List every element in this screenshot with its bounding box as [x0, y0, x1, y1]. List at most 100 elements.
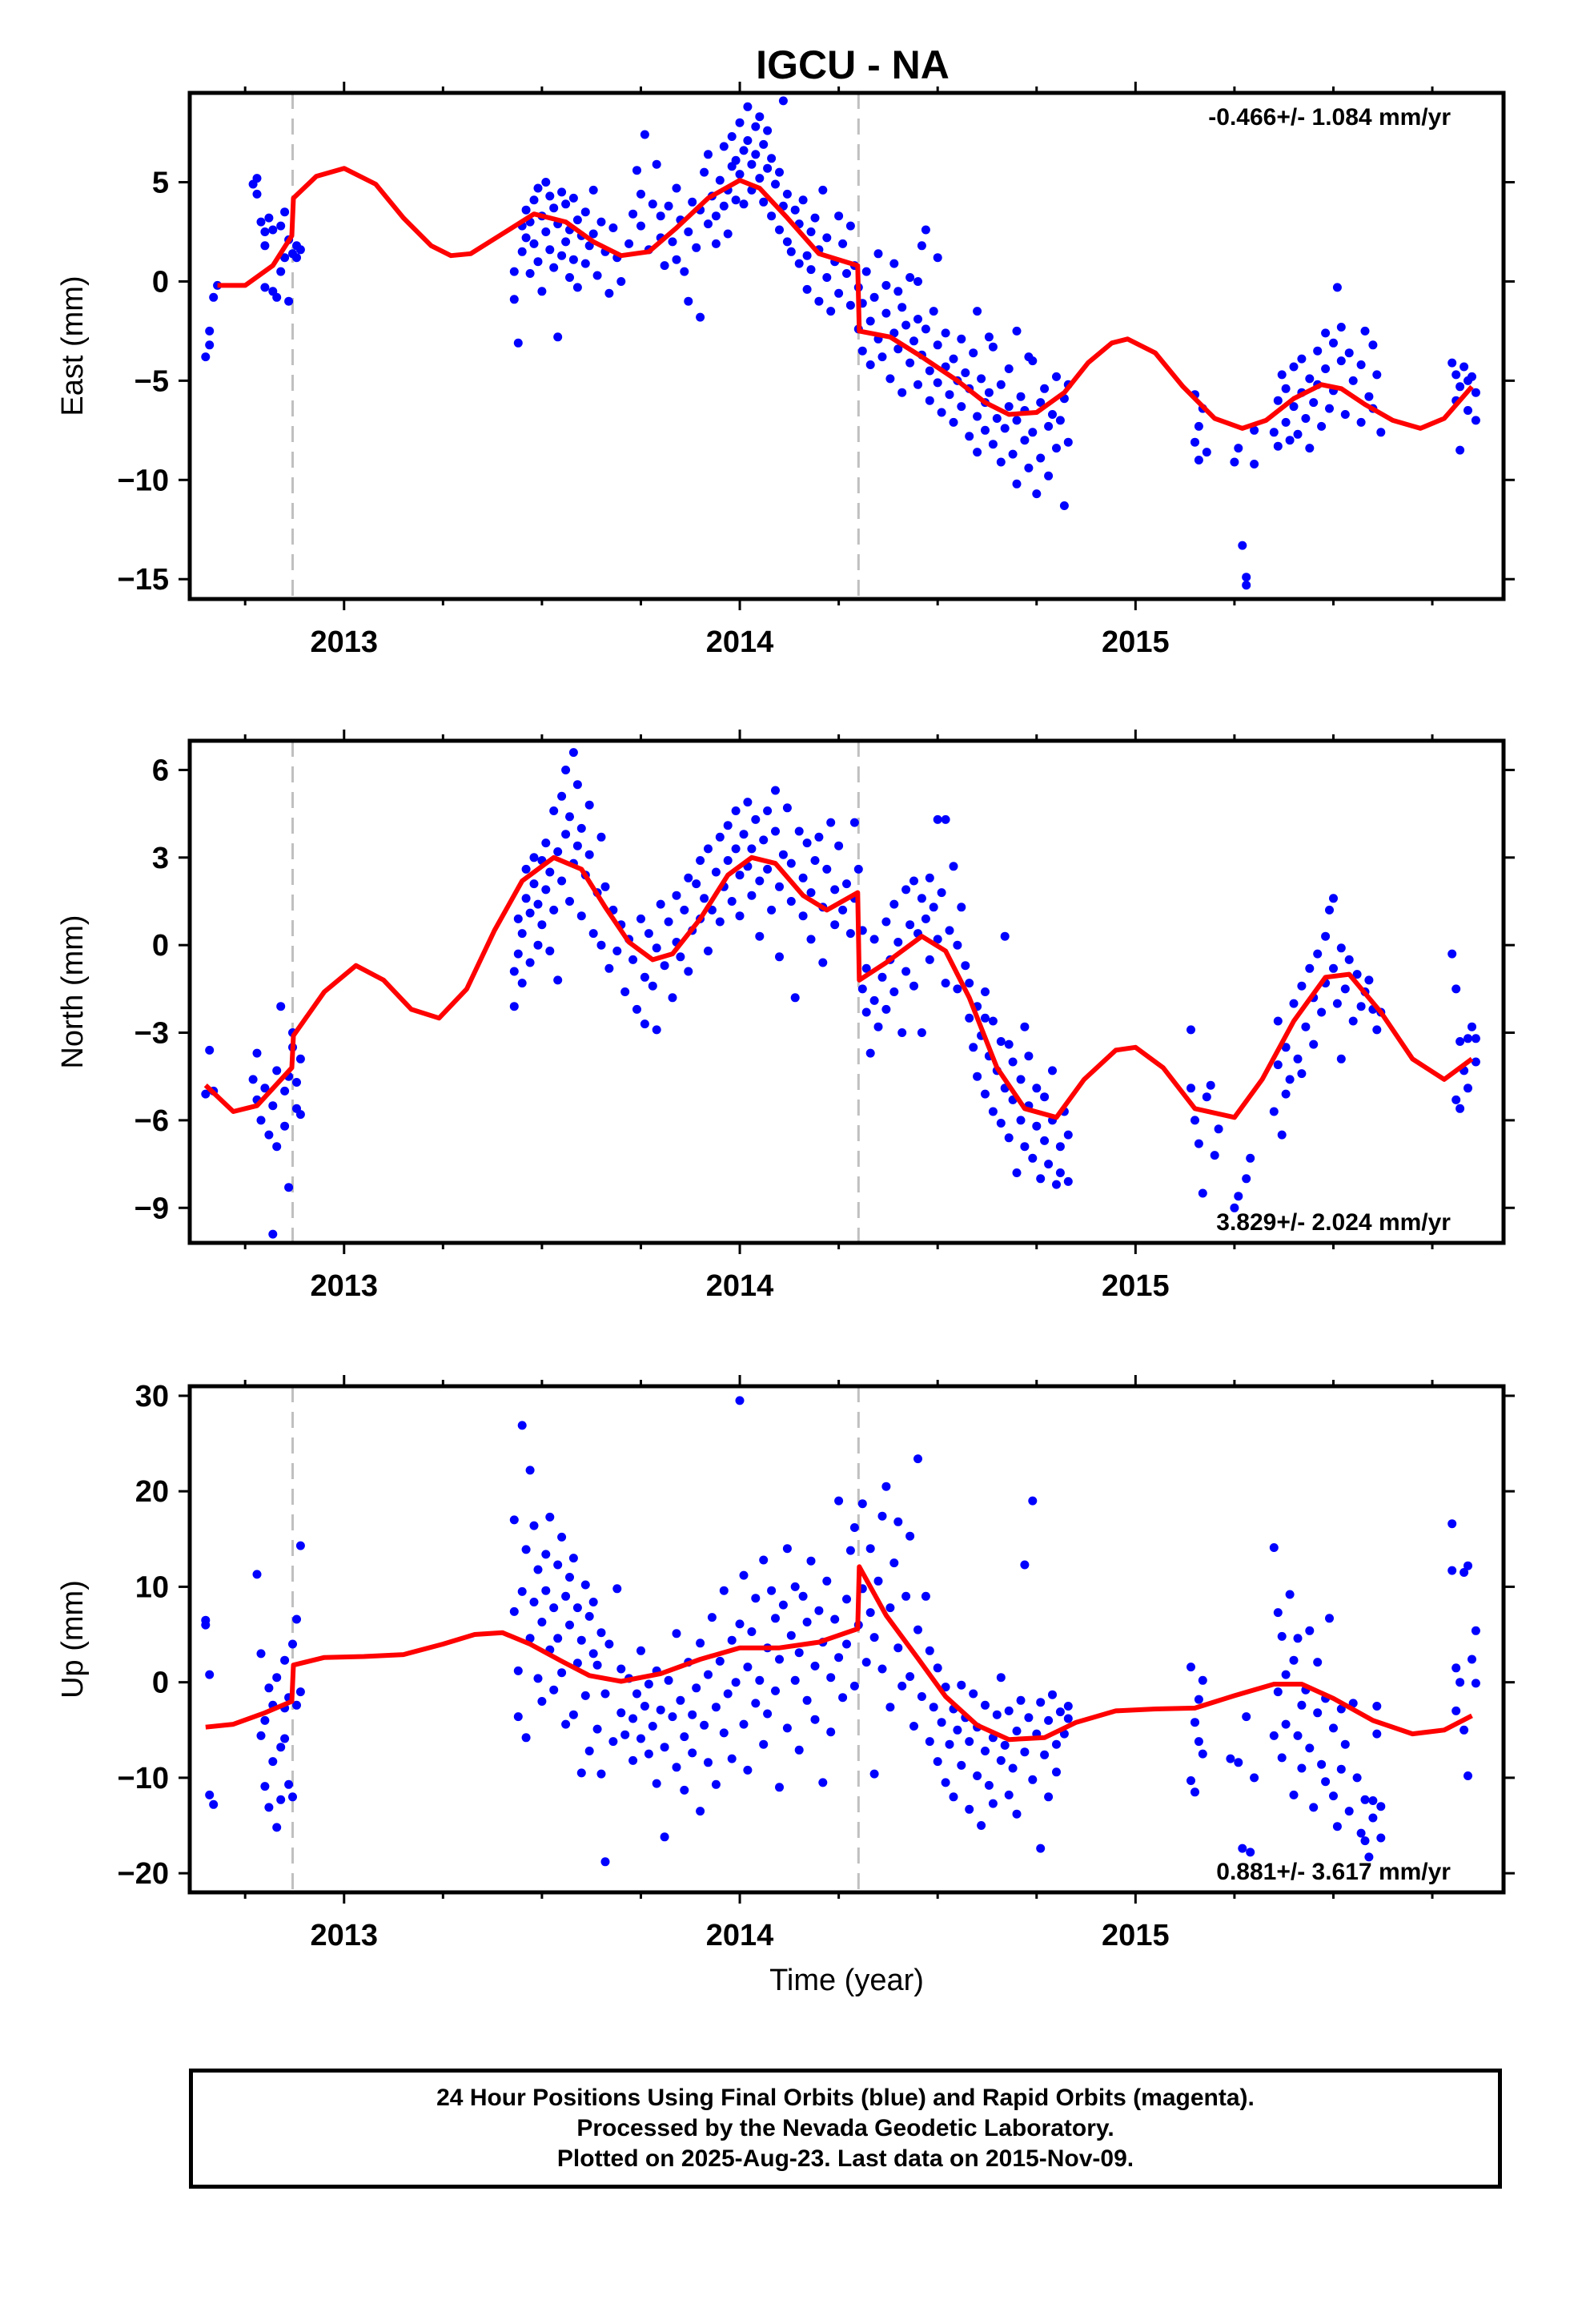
data-point: [818, 958, 828, 967]
data-point: [1464, 406, 1472, 415]
data-point: [572, 1659, 582, 1668]
data-point: [280, 253, 290, 263]
data-point: [1012, 479, 1022, 489]
data-point: [1198, 1188, 1207, 1198]
data-point: [1242, 1174, 1251, 1184]
data-point: [1340, 410, 1350, 419]
data-point: [767, 154, 777, 163]
data-point: [1036, 1174, 1046, 1184]
data-point: [1376, 428, 1386, 437]
data-point: [707, 1613, 717, 1622]
data-point: [1273, 441, 1283, 451]
data-point: [755, 931, 765, 941]
data-point: [1348, 1699, 1358, 1708]
data-point: [549, 263, 559, 272]
data-point: [873, 1022, 883, 1031]
data-point: [1277, 370, 1287, 380]
data-point: [969, 1043, 978, 1052]
data-point: [905, 358, 915, 368]
data-point: [1052, 372, 1061, 381]
data-point: [604, 1639, 614, 1649]
data-point: [981, 1700, 990, 1710]
data-point: [857, 1499, 867, 1509]
data-point: [664, 917, 673, 927]
data-point: [205, 1670, 215, 1679]
data-point: [786, 1630, 796, 1640]
data-point: [1206, 1080, 1215, 1090]
data-point: [775, 882, 784, 891]
data-point: [684, 227, 693, 236]
data-point: [509, 967, 519, 976]
data-point: [933, 814, 942, 824]
data-point: [1456, 1037, 1465, 1046]
data-point: [814, 296, 824, 306]
data-point: [513, 949, 523, 959]
data-point: [704, 219, 713, 229]
data-point: [881, 1482, 891, 1491]
data-point: [1336, 943, 1346, 953]
data-point: [933, 253, 942, 263]
data-point: [692, 1683, 701, 1693]
data-point: [921, 1591, 930, 1601]
data-point: [256, 1116, 266, 1125]
data-point: [541, 1550, 551, 1559]
caption-line-2: Processed by the Nevada Geodetic Laborat…: [576, 2115, 1114, 2141]
data-point: [731, 1678, 741, 1687]
data-point: [1202, 448, 1211, 457]
data-point: [628, 955, 638, 964]
data-point: [205, 1045, 215, 1055]
data-point: [1293, 429, 1303, 439]
data-point: [1055, 1142, 1065, 1152]
data-point: [1230, 457, 1239, 467]
data-point: [280, 1121, 290, 1131]
data-point: [747, 159, 757, 169]
data-point: [1044, 421, 1054, 431]
model-line: [203, 854, 1474, 1120]
data-point: [1234, 1758, 1243, 1767]
data-point: [739, 830, 749, 839]
data-point: [857, 346, 867, 356]
data-point: [628, 1714, 638, 1723]
data-point: [723, 1689, 733, 1699]
data-point: [1242, 573, 1251, 582]
data-point: [1468, 1655, 1476, 1664]
data-point: [696, 312, 705, 322]
data-point: [771, 1686, 780, 1695]
data-point: [925, 873, 934, 883]
data-point: [1004, 1039, 1014, 1049]
data-point: [252, 189, 262, 199]
data-point: [596, 1769, 606, 1779]
data-point: [984, 388, 994, 397]
data-point: [509, 1515, 519, 1525]
data-point: [984, 1780, 994, 1790]
data-point: [913, 315, 922, 324]
data-point: [1277, 1130, 1287, 1140]
data-point: [1305, 444, 1315, 453]
data-point: [608, 1737, 618, 1747]
data-point: [953, 984, 962, 994]
data-point: [1321, 931, 1331, 941]
data-point: [782, 189, 792, 199]
data-point: [688, 1748, 697, 1758]
data-point: [901, 320, 911, 330]
data-point: [865, 1608, 875, 1618]
data-point: [680, 267, 689, 276]
data-point: [696, 856, 705, 865]
data-point: [973, 307, 982, 316]
data-point: [1040, 1092, 1050, 1102]
data-point: [588, 185, 598, 195]
y-tick-label: 10: [135, 1570, 169, 1604]
data-point: [1305, 374, 1315, 384]
data-point: [782, 237, 792, 247]
data-point: [704, 150, 713, 159]
data-point: [881, 280, 891, 290]
y-axis-label: East (mm): [56, 275, 90, 416]
data-point: [778, 850, 788, 859]
data-point: [1012, 1727, 1022, 1735]
data-point: [561, 766, 571, 774]
data-point: [782, 1723, 792, 1733]
data-point: [1186, 1084, 1195, 1093]
data-point: [205, 326, 215, 336]
data-point: [1242, 581, 1251, 590]
data-point: [676, 1695, 685, 1705]
